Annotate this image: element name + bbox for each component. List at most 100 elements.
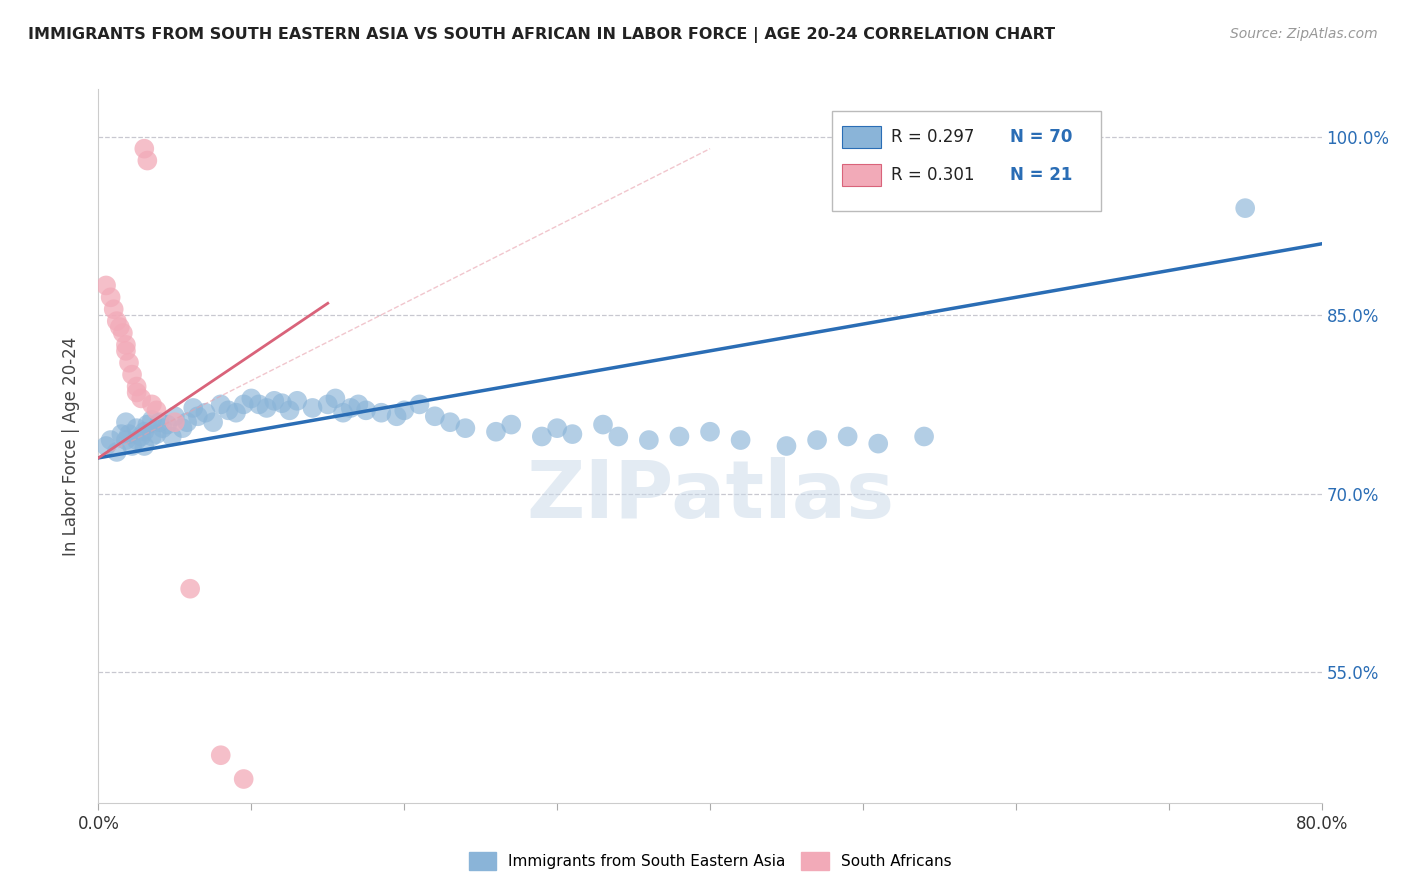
Point bbox=[121, 439, 143, 453]
Point bbox=[637, 433, 661, 447]
Point bbox=[775, 439, 797, 453]
Point bbox=[912, 429, 935, 443]
Point bbox=[209, 748, 232, 763]
Point bbox=[115, 338, 138, 352]
Text: N = 21: N = 21 bbox=[1010, 166, 1073, 184]
Point bbox=[225, 406, 247, 420]
Point bbox=[668, 429, 690, 443]
Point bbox=[141, 413, 163, 427]
Point bbox=[247, 397, 270, 411]
Point bbox=[129, 392, 152, 406]
Text: N = 70: N = 70 bbox=[1010, 128, 1073, 146]
Text: ZIPatlas: ZIPatlas bbox=[526, 457, 894, 535]
Point bbox=[172, 421, 194, 435]
Point bbox=[209, 397, 232, 411]
Point bbox=[301, 401, 323, 415]
Point bbox=[270, 396, 292, 410]
Point bbox=[217, 403, 239, 417]
Text: R = 0.301: R = 0.301 bbox=[891, 166, 974, 184]
Point bbox=[152, 421, 174, 435]
Text: IMMIGRANTS FROM SOUTH EASTERN ASIA VS SOUTH AFRICAN IN LABOR FORCE | AGE 20-24 C: IMMIGRANTS FROM SOUTH EASTERN ASIA VS SO… bbox=[28, 27, 1056, 43]
Legend: Immigrants from South Eastern Asia, South Africans: Immigrants from South Eastern Asia, Sout… bbox=[461, 845, 959, 877]
Point bbox=[546, 421, 568, 435]
Point bbox=[347, 397, 370, 411]
Point bbox=[163, 409, 186, 424]
Point bbox=[501, 417, 523, 432]
Point bbox=[134, 439, 156, 453]
Point bbox=[121, 368, 143, 382]
Point bbox=[423, 409, 446, 424]
Point bbox=[141, 429, 163, 443]
Text: Source: ZipAtlas.com: Source: ZipAtlas.com bbox=[1230, 27, 1378, 41]
Point bbox=[730, 433, 752, 447]
Point bbox=[339, 401, 361, 415]
Point bbox=[141, 397, 163, 411]
Point bbox=[110, 427, 132, 442]
Point bbox=[385, 409, 408, 424]
FancyBboxPatch shape bbox=[842, 164, 882, 186]
Point bbox=[256, 401, 278, 415]
Point bbox=[136, 153, 159, 168]
Point bbox=[115, 433, 138, 447]
Point bbox=[408, 397, 430, 411]
Point bbox=[392, 403, 416, 417]
Point bbox=[1234, 201, 1257, 215]
Point bbox=[118, 356, 141, 370]
Point bbox=[325, 392, 347, 406]
Point bbox=[240, 392, 263, 406]
Point bbox=[134, 142, 156, 156]
Point bbox=[145, 427, 167, 442]
Point bbox=[485, 425, 508, 439]
Point bbox=[118, 427, 141, 442]
Point bbox=[160, 429, 183, 443]
FancyBboxPatch shape bbox=[832, 111, 1101, 211]
Point bbox=[176, 415, 198, 429]
Point bbox=[115, 343, 138, 358]
Point bbox=[232, 772, 254, 786]
Point bbox=[111, 326, 134, 340]
Point bbox=[332, 406, 354, 420]
Point bbox=[94, 278, 117, 293]
Point bbox=[354, 403, 377, 417]
Point bbox=[145, 403, 167, 417]
Point bbox=[125, 421, 148, 435]
Y-axis label: In Labor Force | Age 20-24: In Labor Force | Age 20-24 bbox=[62, 336, 80, 556]
Point bbox=[530, 429, 553, 443]
Point bbox=[100, 290, 122, 304]
Point bbox=[125, 433, 148, 447]
Point bbox=[232, 397, 254, 411]
Point bbox=[136, 417, 159, 432]
Point bbox=[194, 406, 217, 420]
Point bbox=[607, 429, 630, 443]
Point bbox=[439, 415, 461, 429]
Point bbox=[129, 429, 152, 443]
Point bbox=[100, 433, 122, 447]
Point bbox=[105, 445, 128, 459]
Point bbox=[115, 415, 138, 429]
Point bbox=[125, 385, 148, 400]
Text: R = 0.297: R = 0.297 bbox=[891, 128, 974, 146]
Point bbox=[179, 582, 201, 596]
Point bbox=[105, 314, 128, 328]
Point bbox=[103, 302, 125, 317]
Point bbox=[806, 433, 828, 447]
Point bbox=[156, 417, 179, 432]
Point bbox=[163, 415, 186, 429]
Point bbox=[837, 429, 859, 443]
Point bbox=[285, 393, 308, 408]
Point bbox=[316, 397, 339, 411]
Point bbox=[108, 320, 131, 334]
Point bbox=[868, 436, 890, 450]
FancyBboxPatch shape bbox=[842, 127, 882, 148]
Point bbox=[187, 409, 209, 424]
Point bbox=[125, 379, 148, 393]
Point bbox=[592, 417, 614, 432]
Point bbox=[454, 421, 477, 435]
Point bbox=[202, 415, 225, 429]
Point bbox=[561, 427, 583, 442]
Point bbox=[263, 393, 285, 408]
Point bbox=[94, 439, 117, 453]
Point bbox=[149, 415, 172, 429]
Point bbox=[370, 406, 392, 420]
Point bbox=[181, 401, 204, 415]
